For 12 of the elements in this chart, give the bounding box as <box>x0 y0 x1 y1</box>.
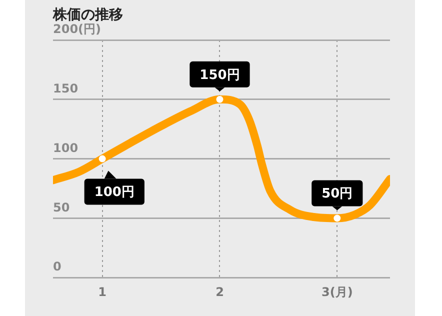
y-tick-label: 100 <box>53 140 78 155</box>
y-tick-label: 200(円) <box>53 22 102 36</box>
data-label: 50円 <box>322 186 353 202</box>
data-label: 100円 <box>94 185 134 200</box>
x-tick-label: 1 <box>98 284 106 299</box>
y-tick-label: 50 <box>53 200 70 214</box>
x-tick-label: 3(月) <box>321 284 353 299</box>
y-tick-label: 150 <box>53 82 78 96</box>
data-label: 150円 <box>200 68 240 83</box>
x-tick-label: 2 <box>216 284 224 299</box>
y-tick-label: 0 <box>53 260 62 274</box>
chart-title: 株価の推移 <box>53 6 123 24</box>
